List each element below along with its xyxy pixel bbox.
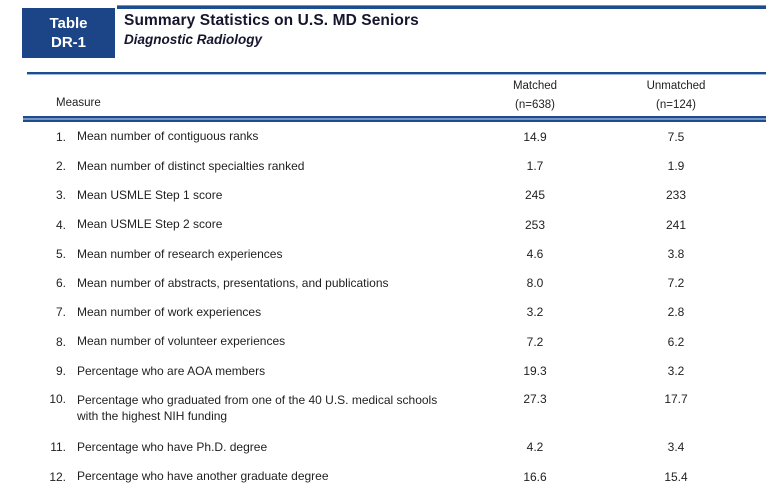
page-subtitle: Diagnostic Radiology <box>124 32 263 47</box>
row-number: 11. <box>50 440 66 455</box>
row-number: 6. <box>55 276 66 291</box>
title-top-rule <box>117 5 766 9</box>
matched-value: 8.0 <box>526 276 544 291</box>
measure-label: Percentage who have Ph.D. degree <box>77 440 268 455</box>
table-row: 9. Percentage who are AOA members 19.3 3.2 <box>0 356 768 385</box>
table-row: 12. Percentage who have another graduate … <box>0 462 768 491</box>
matched-value: 16.6 <box>523 469 547 484</box>
table-badge-word: Table <box>49 15 88 32</box>
matched-value: 19.3 <box>523 364 547 379</box>
matched-value: 7.2 <box>526 334 544 349</box>
matched-value: 1.7 <box>526 158 544 173</box>
measure-label: Percentage who have another graduate deg… <box>77 469 329 484</box>
matched-value: 3.2 <box>526 305 544 320</box>
row-number: 3. <box>55 188 66 203</box>
column-header-matched: Matched (n=638) <box>457 75 613 116</box>
row-number: 8. <box>55 334 66 349</box>
unmatched-label: Unmatched <box>646 80 706 92</box>
unmatched-value: 241 <box>665 217 687 232</box>
matched-value: 245 <box>524 188 546 203</box>
row-number: 5. <box>55 246 66 261</box>
unmatched-value: 7.2 <box>667 276 685 291</box>
table-header-row: Measure Matched (n=638) Unmatched (n=124… <box>0 75 768 116</box>
row-number: 7. <box>55 305 66 320</box>
table-body: 1. Mean number of contiguous ranks 14.9 7.5… <box>0 122 768 491</box>
row-number: 1. <box>55 129 66 144</box>
unmatched-value: 7.5 <box>667 129 685 144</box>
unmatched-value: 3.4 <box>667 440 685 455</box>
unmatched-value: 3.2 <box>667 364 685 379</box>
unmatched-n: (n=124) <box>656 99 696 111</box>
measure-label: Percentage who graduated from one of the… <box>77 392 438 424</box>
measure-label: Mean number of volunteer experiences <box>77 334 286 349</box>
matched-value: 27.3 <box>523 391 547 406</box>
unmatched-value: 17.7 <box>664 391 688 406</box>
row-number: 4. <box>55 217 66 232</box>
measure-label: Mean number of distinct specialties rank… <box>77 158 305 173</box>
table-row: 5. Mean number of research experiences 4.6… <box>0 239 768 268</box>
unmatched-value: 3.8 <box>667 246 685 261</box>
measure-label: Mean number of contiguous ranks <box>77 129 259 144</box>
table-row: 11. Percentage who have Ph.D. degree 4.2 3.… <box>0 433 768 462</box>
unmatched-value: 6.2 <box>667 334 685 349</box>
table-row: 1. Mean number of contiguous ranks 14.9 7.5 <box>0 122 768 151</box>
row-number: 2. <box>55 158 66 173</box>
measure-label: Mean number of work experiences <box>77 305 262 320</box>
unmatched-value: 233 <box>665 188 687 203</box>
unmatched-value: 15.4 <box>664 469 688 484</box>
table-number-badge: Table DR-1 <box>22 8 115 58</box>
unmatched-value: 1.9 <box>667 158 685 173</box>
measure-label: Mean USMLE Step 1 score <box>77 187 223 202</box>
measure-label: Percentage who are AOA members <box>77 363 266 378</box>
table-header-bottom-rule <box>23 116 766 122</box>
measure-label: Mean USMLE Step 2 score <box>77 217 223 232</box>
matched-label: Matched <box>512 80 558 92</box>
unmatched-value: 2.8 <box>667 305 685 320</box>
table-row: 7. Mean number of work experiences 3.2 2.8 <box>0 298 768 327</box>
page-title: Summary Statistics on U.S. MD Seniors <box>124 12 419 29</box>
column-header-unmatched: Unmatched (n=124) <box>613 75 739 116</box>
table-row: 8. Mean number of volunteer experiences 7.… <box>0 327 768 356</box>
table-row: 4. Mean USMLE Step 2 score 253 241 <box>0 210 768 239</box>
table-row: 6. Mean number of abstracts, presentation… <box>0 268 768 297</box>
matched-value: 14.9 <box>523 129 547 144</box>
matched-value: 253 <box>524 217 546 232</box>
row-number: 10. <box>49 391 66 406</box>
measure-label: Mean number of research experiences <box>77 246 283 261</box>
matched-value: 4.2 <box>526 440 544 455</box>
row-number: 9. <box>55 364 66 379</box>
table-row: 10. Percentage who graduated from one of … <box>0 386 768 433</box>
table-row: 2. Mean number of distinct specialties ra… <box>0 151 768 180</box>
matched-n: (n=638) <box>515 99 555 111</box>
matched-value: 4.6 <box>526 246 544 261</box>
row-number: 12. <box>49 469 66 484</box>
table-badge-id: DR-1 <box>50 34 86 51</box>
column-header-measure: Measure <box>56 97 101 109</box>
measure-label: Mean number of abstracts, presentations,… <box>77 275 389 290</box>
table-row: 3. Mean USMLE Step 1 score 245 233 <box>0 181 768 210</box>
table-header-top-rule <box>27 72 766 75</box>
